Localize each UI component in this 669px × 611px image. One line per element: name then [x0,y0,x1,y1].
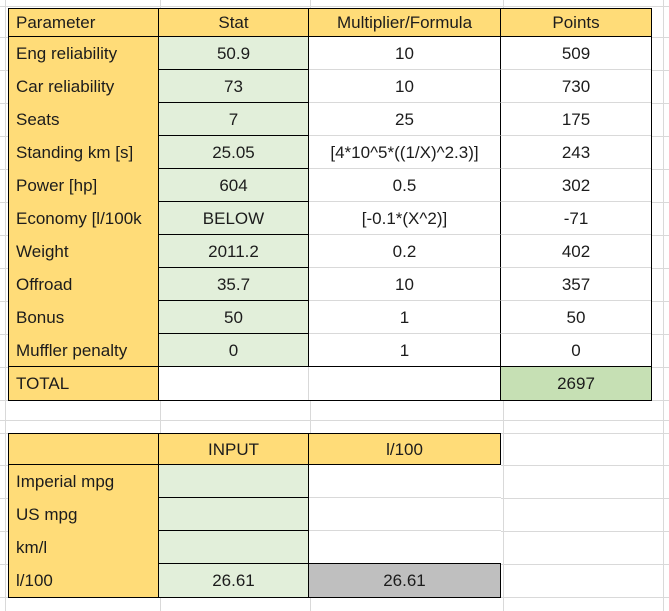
points-value-cell[interactable]: 243 [501,136,651,169]
gridline-v [663,0,664,611]
converter-header-cell-l-100[interactable]: l/100 [309,434,501,465]
points-value-cell[interactable]: 302 [501,169,651,202]
converter-header-cell-blank[interactable] [9,434,159,465]
formula-cell[interactable]: 0.2 [309,235,501,268]
converter-label-cell-l-100[interactable]: l/100 [9,564,159,597]
converter-label-cell-km-l[interactable]: km/l [9,531,159,564]
points-value-cell[interactable]: 402 [501,235,651,268]
param-label-cell[interactable]: Muffler penalty [9,334,159,367]
converter-input-cell[interactable] [159,465,309,498]
points-value-cell[interactable]: 730 [501,70,651,103]
gridline-v [5,0,6,611]
param-label-cell[interactable]: Standing km [s] [9,136,159,169]
converter-label-cell-imperial-mpg[interactable]: Imperial mpg [9,465,159,498]
formula-cell[interactable]: 1 [309,334,501,367]
points-value-cell[interactable]: 509 [501,37,651,70]
total-label-cell[interactable]: TOTAL [9,367,159,400]
param-label-cell[interactable]: Eng reliability [9,37,159,70]
stat-value-cell[interactable]: 2011.2 [159,235,309,268]
formula-cell[interactable]: 10 [309,70,501,103]
param-label-cell[interactable]: Seats [9,103,159,136]
formula-cell[interactable]: 10 [309,37,501,70]
unit-converter-table: INPUT l/100 Imperial mpg US mpg km/l l/100 26.… [8,433,501,598]
formula-cell[interactable]: 10 [309,268,501,301]
param-label-cell[interactable]: Bonus [9,301,159,334]
header-cell-multiplier-formula[interactable]: Multiplier/Formula [309,9,501,37]
total-empty-stat-cell[interactable] [159,367,309,400]
formula-cell[interactable]: 0.5 [309,169,501,202]
converter-output-cell[interactable]: 26.61 [309,564,501,597]
points-value-cell[interactable]: 50 [501,301,651,334]
param-label-cell[interactable]: Economy [l/100k [9,202,159,235]
stat-value-cell[interactable]: 35.7 [159,268,309,301]
points-value-cell[interactable]: 175 [501,103,651,136]
header-cell-parameter[interactable]: Parameter [9,9,159,37]
header-cell-points[interactable]: Points [501,9,651,37]
stat-value-cell[interactable]: BELOW [159,202,309,235]
points-value-cell[interactable]: 0 [501,334,651,367]
formula-cell[interactable]: [-0.1*(X^2)] [309,202,501,235]
stat-value-cell[interactable]: 50.9 [159,37,309,70]
points-value-cell[interactable]: 357 [501,268,651,301]
formula-cell[interactable]: [4*10^5*((1/X)^2.3)] [309,136,501,169]
stat-value-cell[interactable]: 7 [159,103,309,136]
stat-value-cell[interactable]: 0 [159,334,309,367]
converter-output-cell[interactable] [309,498,501,531]
converter-input-cell[interactable]: 26.61 [159,564,309,597]
stat-value-cell[interactable]: 50 [159,301,309,334]
gridline-h [0,420,669,421]
gridline-h [0,6,669,7]
formula-cell[interactable]: 1 [309,301,501,334]
total-empty-formula-cell[interactable] [309,367,501,400]
converter-label-cell-us-mpg[interactable]: US mpg [9,498,159,531]
total-points-cell[interactable]: 2697 [501,367,651,400]
stat-value-cell[interactable]: 604 [159,169,309,202]
param-label-cell[interactable]: Weight [9,235,159,268]
points-value-cell[interactable]: -71 [501,202,651,235]
formula-cell[interactable]: 25 [309,103,501,136]
stat-value-cell[interactable]: 73 [159,70,309,103]
converter-output-cell[interactable] [309,465,501,498]
stat-value-cell[interactable]: 25.05 [159,136,309,169]
converter-header-cell-input[interactable]: INPUT [159,434,309,465]
param-label-cell[interactable]: Car reliability [9,70,159,103]
header-cell-stat[interactable]: Stat [159,9,309,37]
converter-input-cell[interactable] [159,531,309,564]
param-label-cell[interactable]: Offroad [9,268,159,301]
param-label-cell[interactable]: Power [hp] [9,169,159,202]
score-table: Parameter Stat Multiplier/Formula Points Eng… [8,8,652,401]
converter-output-cell[interactable] [309,531,501,564]
converter-input-cell[interactable] [159,498,309,531]
